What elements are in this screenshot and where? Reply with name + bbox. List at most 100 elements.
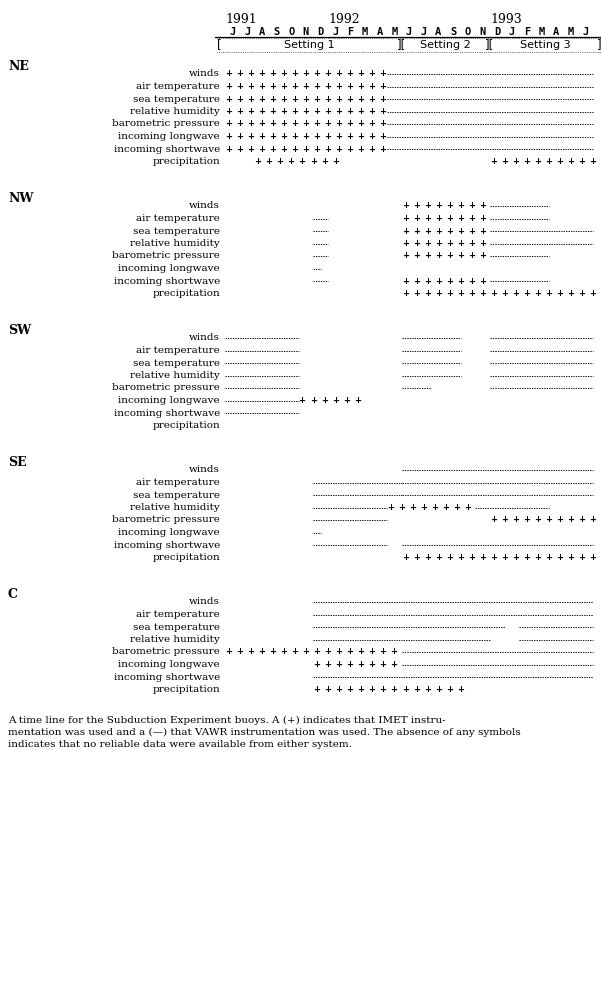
Text: +: + <box>435 251 442 260</box>
Text: +: + <box>335 82 343 91</box>
Text: +: + <box>354 396 361 405</box>
Text: +: + <box>409 503 416 512</box>
Text: +: + <box>512 516 519 525</box>
Text: S: S <box>273 27 279 37</box>
Text: +: + <box>457 202 464 211</box>
Text: +: + <box>325 69 331 78</box>
Text: O: O <box>288 27 294 37</box>
Text: D: D <box>494 27 501 37</box>
Text: D: D <box>317 27 324 37</box>
Text: +: + <box>343 396 350 405</box>
Text: +: + <box>468 276 475 285</box>
Text: +: + <box>287 157 294 166</box>
Text: +: + <box>321 157 328 166</box>
Text: +: + <box>325 660 331 669</box>
Text: +: + <box>325 685 331 694</box>
Text: air temperature: air temperature <box>136 478 220 487</box>
Text: +: + <box>299 396 305 405</box>
Text: +: + <box>335 120 343 129</box>
Text: M: M <box>391 27 397 37</box>
Text: A time line for the Subduction Experiment buoys. A (+) indicates that IMET instr: A time line for the Subduction Experimen… <box>8 716 520 748</box>
Text: J: J <box>509 27 515 37</box>
Text: N: N <box>480 27 486 37</box>
Text: +: + <box>512 553 519 562</box>
Text: +: + <box>313 660 320 669</box>
Text: air temperature: air temperature <box>136 610 220 619</box>
Text: +: + <box>479 214 486 223</box>
Text: +: + <box>479 553 486 562</box>
Text: +: + <box>280 69 287 78</box>
Text: +: + <box>280 647 287 656</box>
Text: +: + <box>501 157 508 166</box>
Text: +: + <box>236 94 243 104</box>
Text: +: + <box>335 660 343 669</box>
Text: +: + <box>247 132 254 141</box>
Text: precipitation: precipitation <box>152 685 220 694</box>
Text: +: + <box>225 82 232 91</box>
Text: +: + <box>424 685 431 694</box>
Text: air temperature: air temperature <box>136 214 220 223</box>
Text: +: + <box>468 289 475 298</box>
Text: +: + <box>413 214 419 223</box>
Text: +: + <box>413 553 419 562</box>
Text: +: + <box>401 276 409 285</box>
Text: +: + <box>424 251 431 260</box>
Text: [: [ <box>217 39 222 51</box>
Text: +: + <box>534 516 541 525</box>
Text: +: + <box>313 685 320 694</box>
Text: +: + <box>335 94 343 104</box>
Text: +: + <box>291 120 298 129</box>
Text: +: + <box>391 685 398 694</box>
Text: winds: winds <box>189 69 220 78</box>
Text: +: + <box>578 516 585 525</box>
Text: relative humidity: relative humidity <box>130 635 220 644</box>
Text: +: + <box>368 120 376 129</box>
Text: +: + <box>368 82 376 91</box>
Text: +: + <box>398 503 405 512</box>
Text: +: + <box>358 145 364 153</box>
Text: +: + <box>302 647 310 656</box>
Text: +: + <box>401 289 409 298</box>
Text: +: + <box>490 157 497 166</box>
Text: M: M <box>538 27 545 37</box>
Text: +: + <box>534 157 541 166</box>
Text: +: + <box>247 69 254 78</box>
Text: +: + <box>302 107 310 116</box>
Text: +: + <box>325 107 331 116</box>
Text: +: + <box>490 289 497 298</box>
Text: +: + <box>468 227 475 236</box>
Text: +: + <box>291 69 298 78</box>
Text: +: + <box>446 289 453 298</box>
Text: M: M <box>568 27 574 37</box>
Text: +: + <box>567 289 574 298</box>
Text: M: M <box>362 27 368 37</box>
Text: +: + <box>332 157 339 166</box>
Text: +: + <box>401 227 409 236</box>
Text: +: + <box>578 553 585 562</box>
Text: ]: ] <box>596 39 601 51</box>
Text: +: + <box>512 157 519 166</box>
Text: +: + <box>391 647 398 656</box>
Text: incoming shortwave: incoming shortwave <box>114 276 220 285</box>
Text: +: + <box>523 553 530 562</box>
Text: SW: SW <box>8 324 31 337</box>
Text: +: + <box>236 120 243 129</box>
Text: incoming shortwave: incoming shortwave <box>114 145 220 153</box>
Text: +: + <box>380 107 386 116</box>
Text: J: J <box>244 27 250 37</box>
Text: +: + <box>302 120 310 129</box>
Text: +: + <box>310 157 317 166</box>
Text: barometric pressure: barometric pressure <box>112 516 220 525</box>
Text: +: + <box>457 251 464 260</box>
Text: +: + <box>479 251 486 260</box>
Text: incoming shortwave: incoming shortwave <box>114 409 220 418</box>
Text: J: J <box>421 27 427 37</box>
Text: J: J <box>229 27 236 37</box>
Text: S: S <box>450 27 456 37</box>
Text: +: + <box>435 276 442 285</box>
Text: +: + <box>225 647 232 656</box>
Text: incoming longwave: incoming longwave <box>118 396 220 405</box>
Text: barometric pressure: barometric pressure <box>112 383 220 392</box>
Text: +: + <box>380 82 386 91</box>
Text: +: + <box>435 214 442 223</box>
